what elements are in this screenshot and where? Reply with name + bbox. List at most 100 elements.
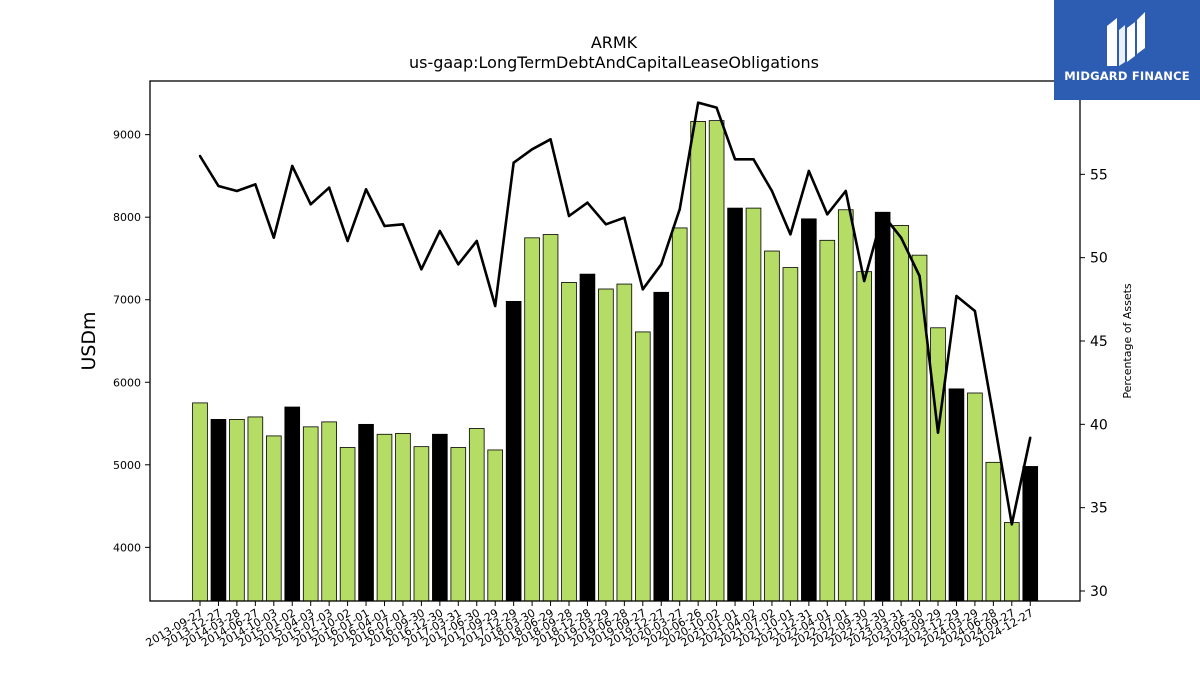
percentage-point-2018-09-28 (567, 214, 571, 218)
bar-2018-06-29 (542, 234, 559, 602)
percentage-point-2021-12-31 (807, 169, 811, 173)
bar-2018-03-30 (524, 237, 540, 602)
percentage-point-2015-04-03 (309, 203, 312, 206)
percentage-point-2014-10-03 (272, 236, 275, 239)
percentage-point-2019-12-27 (660, 263, 663, 266)
bar-2021-04-02 (745, 207, 762, 602)
percentage-point-2017-06-30 (475, 239, 478, 243)
bar-2020-10-02 (708, 120, 725, 602)
percentage-point-2016-04-01 (383, 224, 386, 228)
bar-2013-12-27 (210, 419, 227, 602)
percentage-point-2020-03-27 (678, 208, 681, 211)
y2-tick-label-55: 55 (1090, 167, 1108, 183)
bar-2015-01-02 (284, 406, 301, 602)
bar-2020-06-26 (690, 121, 706, 602)
percentage-point-2019-06-28 (623, 216, 626, 219)
bar-2024-12-27 (1022, 466, 1039, 602)
bar-2019-03-29 (598, 288, 614, 602)
y2-axis-label: Percentage of Assets (1121, 283, 1134, 399)
percentage-point-2019-09-27 (641, 288, 644, 291)
percentage-point-2023-12-29 (955, 294, 958, 298)
bar-2021-10-01 (782, 267, 799, 602)
percentage-line-group (198, 101, 1032, 526)
x-axis: 2013-09-272013-12-272014-03-282014-06-27… (144, 601, 1036, 650)
bars-group (192, 120, 1039, 602)
bar-2023-03-31 (893, 225, 909, 602)
percentage-point-2020-10-02 (715, 106, 718, 109)
bar-2023-12-29 (948, 388, 965, 602)
bar-2017-12-29 (505, 300, 522, 602)
y-tick-label-9000: 9000 (113, 129, 141, 142)
bar-2015-07-03 (321, 421, 337, 602)
percentage-point-2022-04-01 (826, 213, 829, 216)
percentage-point-2023-09-29 (936, 431, 940, 434)
percentage-point-2013-12-27 (217, 184, 220, 188)
bar-2023-06-30 (911, 254, 928, 602)
midgard-logo-icon (1107, 12, 1145, 66)
bar-2023-09-29 (930, 327, 946, 602)
bar-2014-03-28 (229, 419, 245, 602)
bar-2016-07-01 (395, 433, 411, 602)
percentage-point-2022-12-30 (881, 213, 884, 216)
bar-2020-03-27 (671, 227, 688, 602)
percentage-point-2015-01-02 (291, 164, 294, 168)
bar-2015-10-02 (339, 447, 356, 602)
percentage-point-2022-09-30 (863, 279, 866, 283)
y2-tick-label-30: 30 (1090, 584, 1108, 600)
bar-2021-12-31 (801, 218, 817, 602)
y-tick-label-6000: 6000 (113, 376, 141, 389)
chart-title: ARMK (591, 33, 638, 52)
bar-2022-04-01 (819, 239, 836, 602)
bar-2018-09-28 (561, 281, 577, 602)
chart-subtitle: us-gaap:LongTermDebtAndCapitalLeaseOblig… (409, 53, 819, 72)
bar-2015-04-03 (302, 426, 319, 602)
y2-tick-label-50: 50 (1090, 251, 1108, 267)
midgard-finance-logo: MIDGARD FINANCE (1054, 0, 1200, 100)
y2-tick-label-45: 45 (1090, 334, 1108, 350)
bar-2016-09-30 (413, 446, 430, 602)
bar-2022-12-30 (874, 211, 891, 602)
y-tick-label-5000: 5000 (113, 459, 141, 472)
percentage-point-2016-09-30 (420, 268, 423, 271)
y2-tick-label-40: 40 (1090, 417, 1108, 433)
percentage-point-2017-12-29 (512, 161, 515, 164)
bar-2017-03-31 (450, 447, 467, 602)
percentage-point-2021-04-02 (752, 158, 755, 161)
bar-2016-01-01 (358, 423, 374, 602)
bar-2018-12-28 (579, 273, 596, 602)
percentage-point-2014-03-28 (235, 189, 239, 193)
percentage-point-2022-07-01 (844, 189, 847, 193)
bar-2013-09-27 (192, 402, 208, 602)
bar-2024-09-27 (1004, 522, 1020, 602)
y-tick-label-4000: 4000 (113, 541, 141, 554)
bar-2017-09-29 (487, 449, 503, 602)
y2-tick-label-35: 35 (1090, 501, 1108, 517)
bar-2019-09-27 (635, 331, 651, 602)
percentage-point-2024-12-27 (1029, 436, 1032, 439)
percentage-point-2013-09-27 (198, 154, 202, 158)
y-axis-label: USDm (78, 311, 100, 370)
percentage-point-2019-03-29 (604, 223, 608, 226)
percentage-point-2023-03-31 (899, 236, 903, 239)
percentage-point-2017-09-29 (494, 304, 497, 308)
percentage-point-2014-06-27 (254, 183, 257, 186)
percentage-point-2016-01-01 (364, 188, 368, 191)
y-tick-label-7000: 7000 (113, 294, 141, 307)
bar-2021-07-02 (764, 250, 780, 602)
percentage-point-2018-12-28 (586, 201, 589, 204)
bar-2019-12-27 (653, 291, 670, 602)
percentage-point-2017-03-31 (457, 263, 460, 266)
percentage-point-2015-10-02 (346, 239, 349, 243)
y-axis-left: 4000 5000 6000 7000 8000 9000 (113, 129, 150, 554)
percentage-point-2023-06-30 (918, 274, 921, 278)
percentage-point-2016-07-01 (401, 223, 405, 226)
bar-2019-06-28 (616, 283, 633, 602)
y-axis-right: 30 35 40 45 50 55 (1080, 167, 1108, 600)
percentage-point-2024-09-27 (1010, 523, 1013, 526)
percentage-point-2021-10-01 (789, 233, 792, 236)
percentage-point-2018-03-30 (530, 148, 534, 151)
percentage-point-2024-06-28 (992, 414, 995, 418)
bar-2022-09-30 (856, 271, 872, 602)
percentage-point-2015-07-03 (327, 186, 331, 189)
